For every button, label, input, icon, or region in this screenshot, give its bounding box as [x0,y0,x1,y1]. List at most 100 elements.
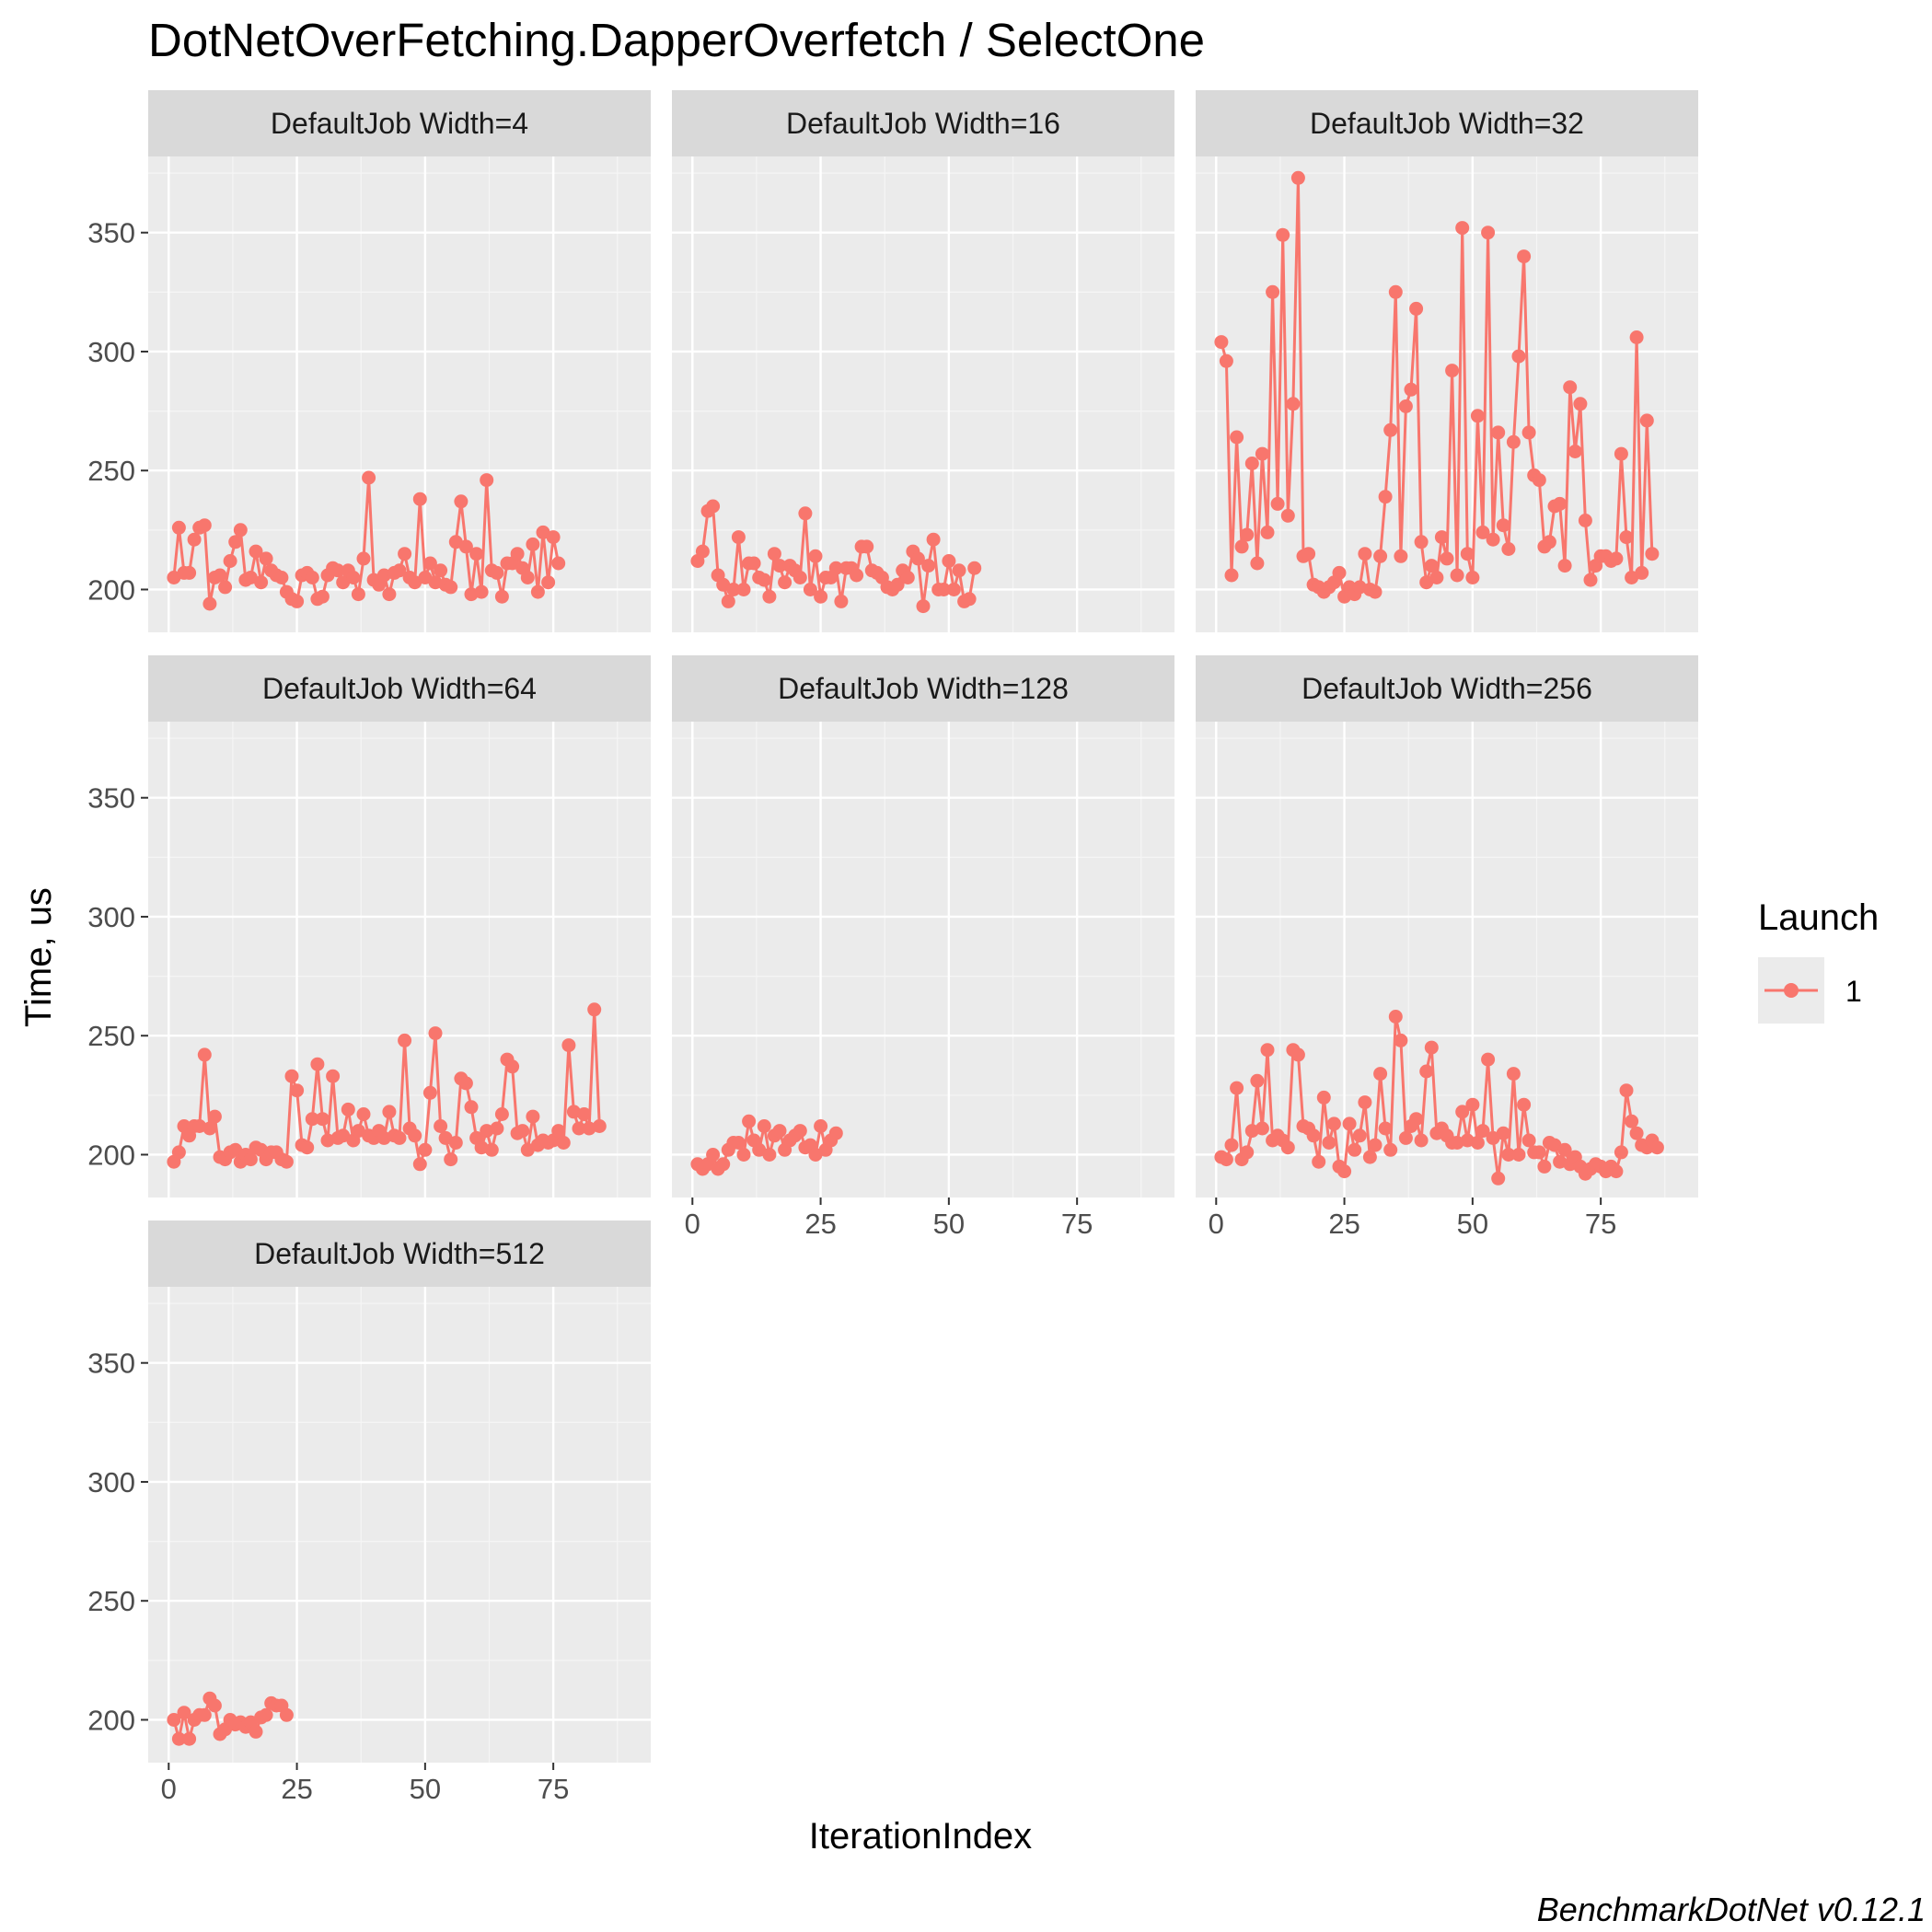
data-point [1234,539,1249,554]
data-point [356,551,371,566]
facet-strip [1196,655,1698,722]
data-point [921,559,936,573]
data-point [1450,1136,1464,1150]
data-point [551,1124,566,1139]
data-point [1266,284,1280,299]
data-point [757,573,771,587]
facet-strip [1196,90,1698,156]
data-point [1424,559,1439,573]
data-point [197,1047,212,1062]
data-point [434,1119,448,1133]
data-point [551,556,566,571]
data-point [1501,542,1516,556]
data-point [202,1121,217,1136]
x-tick-label: 75 [1585,1208,1616,1240]
data-point [1506,1067,1521,1082]
y-tick-label: 350 [87,782,135,815]
data-point [1244,457,1259,470]
data-point [422,556,437,571]
data-point [315,1112,330,1127]
data-point [1286,397,1301,411]
x-tick-label: 0 [1209,1208,1224,1240]
data-point [1260,1043,1275,1058]
data-point [1219,1152,1233,1167]
facet-panel-7: DefaultJob Width=512 200 250 300 350 0 25 50 75 [87,1221,651,1805]
data-point [422,1085,437,1100]
data-point [1306,1128,1321,1143]
data-point [1511,1148,1526,1162]
data-point [1224,568,1239,583]
data-point [721,594,735,608]
data-point [1362,1150,1377,1164]
data-point [197,518,212,533]
data-point [1521,1133,1536,1148]
data-point [233,523,248,538]
data-point [1419,575,1434,590]
data-point [1255,1121,1269,1136]
y-tick-label: 200 [87,573,135,606]
data-point [556,1136,571,1150]
data-point [731,1136,746,1150]
data-point [1506,434,1521,449]
data-point [408,1128,422,1143]
data-point [850,568,864,583]
data-point [1470,409,1485,423]
data-point [1625,1114,1639,1128]
data-point [1404,382,1418,397]
facet-panels: DefaultJob Width=4200250300350DefaultJob… [87,90,1698,1805]
data-point [1290,1047,1305,1062]
data-point [1230,1081,1244,1095]
data-point [1378,1121,1393,1136]
data-point [792,1124,807,1139]
data-point [428,1026,443,1041]
data-point [279,1154,294,1169]
data-point [1481,1052,1496,1067]
data-point [716,577,731,592]
data-point [803,583,817,596]
facet-strip-label: DefaultJob Width=32 [1310,107,1584,140]
data-point [228,535,243,550]
data-point [284,1069,299,1083]
data-point [1583,573,1598,587]
facet-panel-5: DefaultJob Width=128 0 25 50 75 [672,655,1174,1240]
data-point [1553,496,1568,511]
data-point [259,551,273,566]
data-point [1260,525,1275,539]
data-point [207,1109,222,1124]
data-point [1532,1145,1546,1160]
data-point [1557,1142,1572,1157]
data-point [1614,1145,1628,1160]
data-point [474,1140,489,1155]
facet-strip-label: DefaultJob Width=256 [1301,672,1592,705]
y-tick-label: 250 [87,1020,135,1052]
data-point [1337,1164,1352,1179]
plot-background [148,1287,651,1763]
data-point [300,1140,315,1155]
data-point [1445,364,1460,378]
data-point [1424,1040,1439,1055]
data-point [1609,1164,1624,1179]
data-point [1557,559,1572,573]
data-point [695,544,710,559]
data-point [1434,530,1449,545]
data-point [1563,380,1578,395]
data-point [341,1102,355,1116]
data-point [1460,547,1475,561]
data-point [1496,1126,1510,1140]
data-point [1280,1140,1295,1155]
facet-strip [672,655,1174,722]
data-point [1214,335,1229,350]
data-point [952,563,966,578]
data-point [346,571,361,584]
facet-strip [148,90,651,156]
data-point [814,1119,828,1133]
caption: BenchmarkDotNet v0.12.1 [1537,1891,1926,1928]
chart-title: DotNetOverFetching.DapperOverfetch / Sel… [148,14,1205,66]
data-point [356,1107,371,1121]
data-point [772,559,787,573]
data-point [336,575,351,590]
data-point [726,583,741,596]
data-point [1629,330,1644,344]
data-point [736,1148,751,1162]
data-point [398,547,412,561]
